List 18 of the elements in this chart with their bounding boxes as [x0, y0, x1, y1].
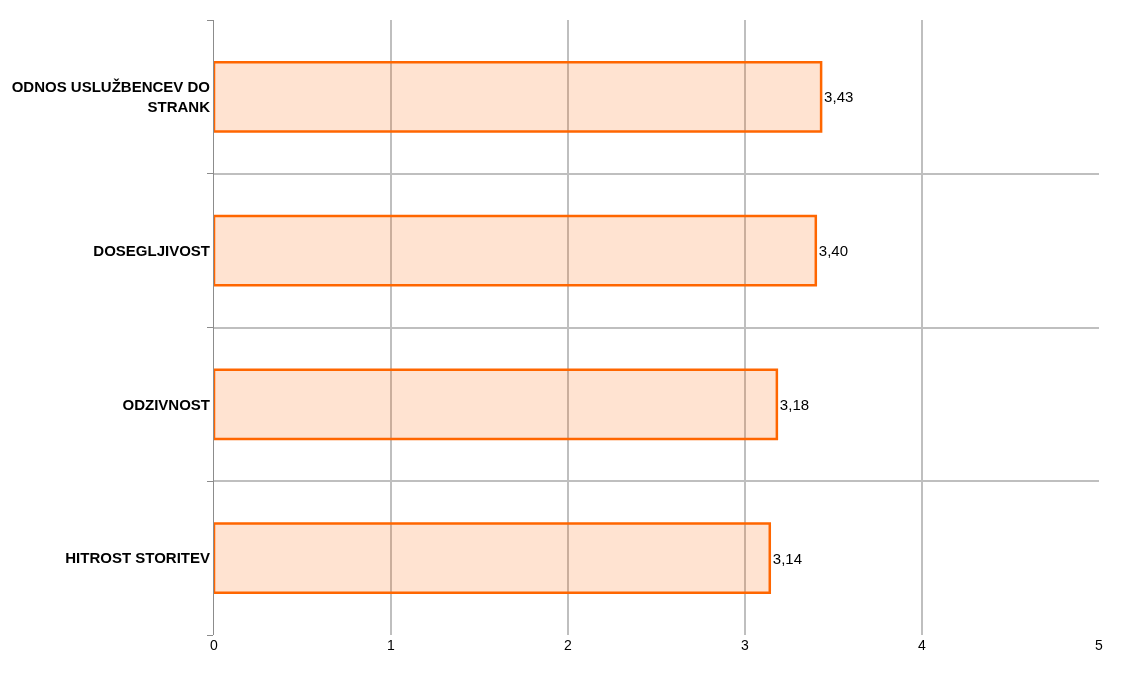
x-tick-label: 1 [387, 637, 396, 653]
bar [214, 61, 823, 133]
data-label: 3,14 [772, 549, 802, 567]
x-tick-label: 5 [1095, 637, 1104, 653]
bar [214, 368, 779, 441]
x-tick-label: 3 [741, 637, 750, 653]
data-label: 3,40 [818, 242, 848, 260]
y-tick-label: DOSEGLJIVOST [93, 241, 210, 259]
bar [214, 214, 818, 287]
y-tick-label: ODNOS USLUŽBENCEV DO STRANK [11, 78, 211, 115]
x-tick-label: 4 [918, 637, 927, 653]
data-label: 3,43 [824, 88, 854, 106]
y-tick-label: HITROST STORITEV [65, 549, 210, 567]
bar [214, 522, 772, 594]
data-label: 3,18 [779, 395, 810, 413]
x-tick-label: 2 [564, 637, 573, 653]
x-tick-label: 0 [210, 637, 219, 653]
y-tick-label: ODZIVNOST [122, 395, 210, 413]
